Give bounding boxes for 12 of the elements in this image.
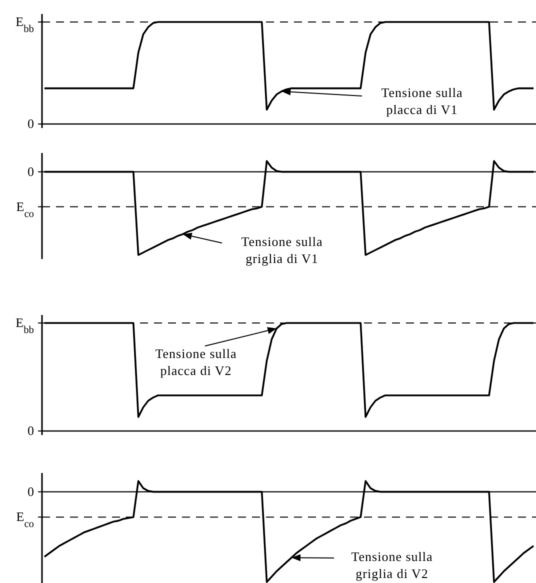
annotation: Tensione sulla placca di V2 (155, 346, 237, 378)
ref-line-label: E$_{co}$ (16, 509, 34, 530)
annotation: Tensione sulla placca di V1 (381, 85, 463, 117)
ref-line-label: E$_{bb}$ (16, 315, 34, 336)
ref-line-label: 0 (28, 164, 34, 179)
ref-line-label: E$_{bb}$ (16, 14, 34, 34)
annotation: Tensione sulla griglia di V1 (241, 234, 323, 266)
ref-line-label: 0 (28, 423, 34, 438)
annotation: Tensione sulla griglia di V2 (351, 549, 433, 581)
ref-line-label: 0 (28, 484, 34, 499)
ref-line-label: E$_{co}$ (16, 198, 34, 220)
ref-line-label: 0 (28, 116, 34, 131)
